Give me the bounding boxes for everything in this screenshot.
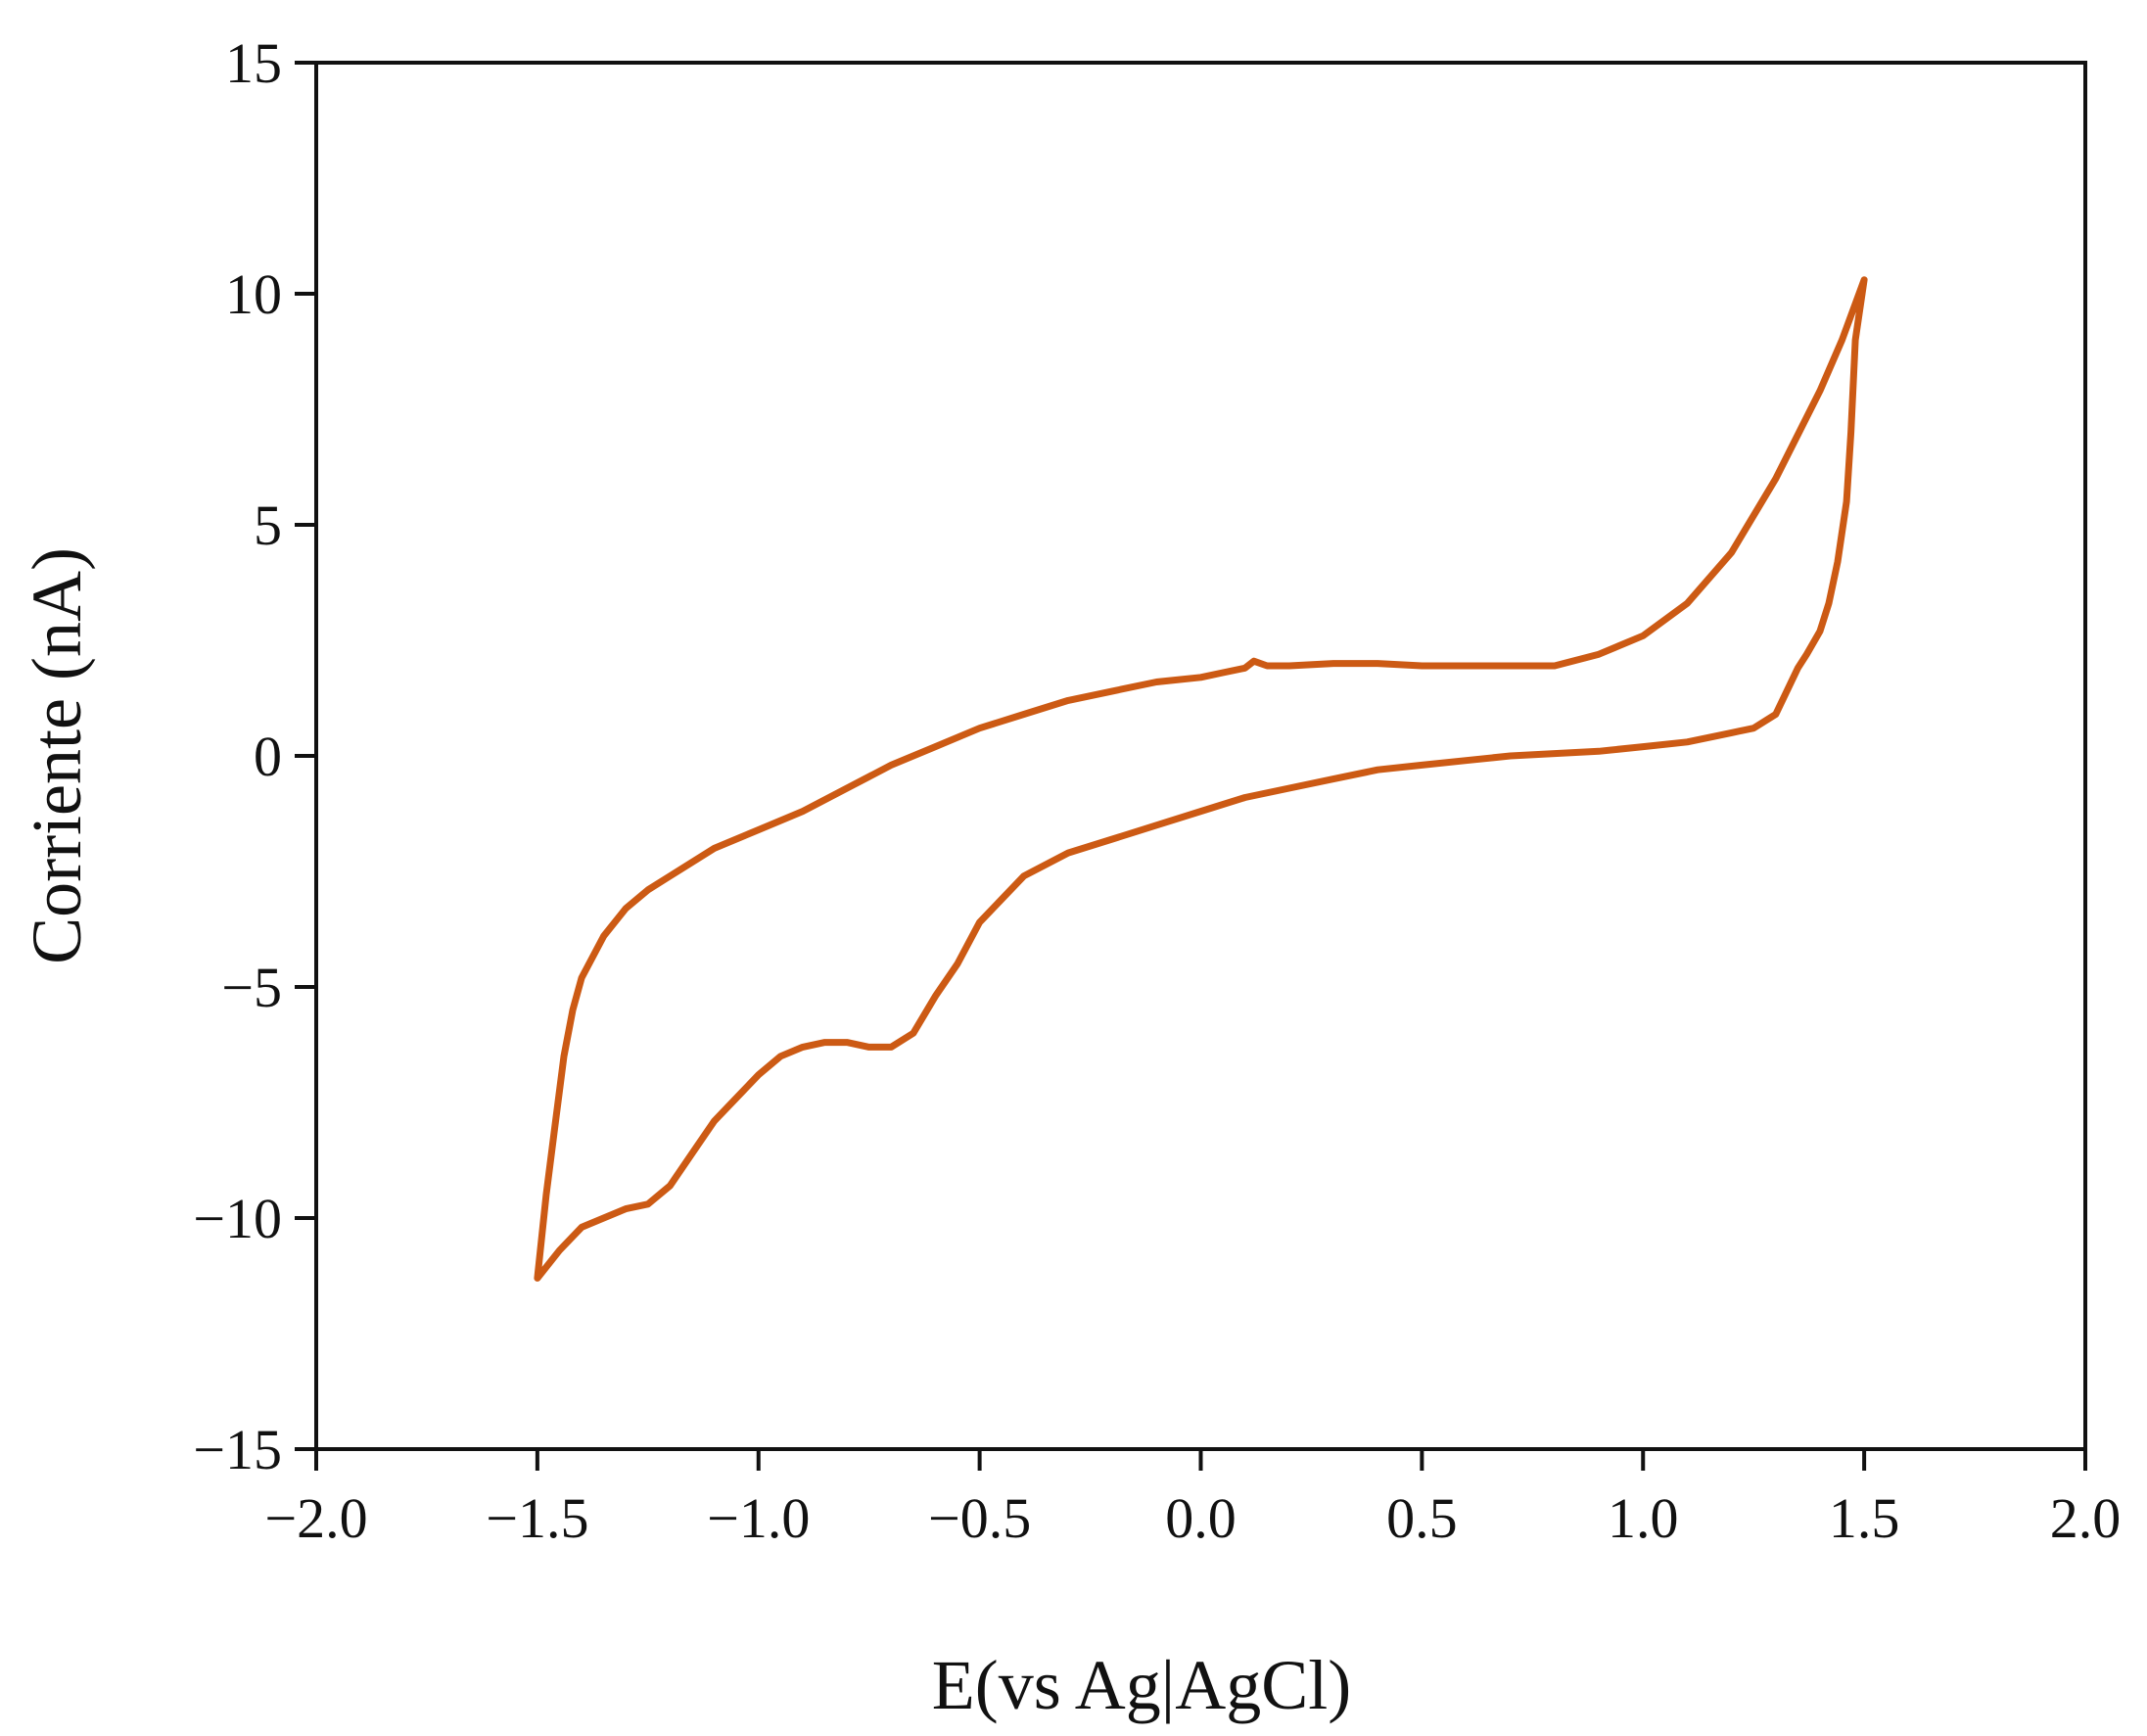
y-tick-label: 0 xyxy=(254,725,282,788)
y-axis-title: Corriente (nA) xyxy=(18,547,96,964)
x-tick-label: −1.0 xyxy=(707,1486,810,1550)
x-tick-label: 0.5 xyxy=(1386,1486,1458,1550)
x-tick-label: −0.5 xyxy=(928,1486,1031,1550)
x-tick-label: 2.0 xyxy=(2050,1486,2122,1550)
x-tick-label: 1.0 xyxy=(1608,1486,1679,1550)
y-tick-label: −5 xyxy=(221,956,282,1019)
y-tick-label: 10 xyxy=(225,262,282,326)
x-tick-label: 0.0 xyxy=(1165,1486,1237,1550)
x-tick-label: 1.5 xyxy=(1829,1486,1900,1550)
x-tick-label: −1.5 xyxy=(486,1486,588,1550)
y-tick-label: −15 xyxy=(193,1418,282,1481)
x-axis-title: E(vs Ag|AgCl) xyxy=(932,1646,1351,1724)
y-tick-label: 15 xyxy=(225,31,282,95)
y-tick-label: 5 xyxy=(254,493,282,557)
x-axis-ticks: −2.0 −1.5 −1.0 −0.5 0.0 0.5 1.0 1.5 2.0 xyxy=(264,1449,2121,1550)
series-layer xyxy=(537,280,1864,1279)
x-tick-label: −2.0 xyxy=(264,1486,367,1550)
y-axis-ticks: 15 10 5 0 −5 −10 −15 xyxy=(193,31,316,1481)
plot-frame xyxy=(316,63,2085,1449)
y-tick-label: −10 xyxy=(193,1187,282,1250)
series-line xyxy=(537,280,1864,1279)
